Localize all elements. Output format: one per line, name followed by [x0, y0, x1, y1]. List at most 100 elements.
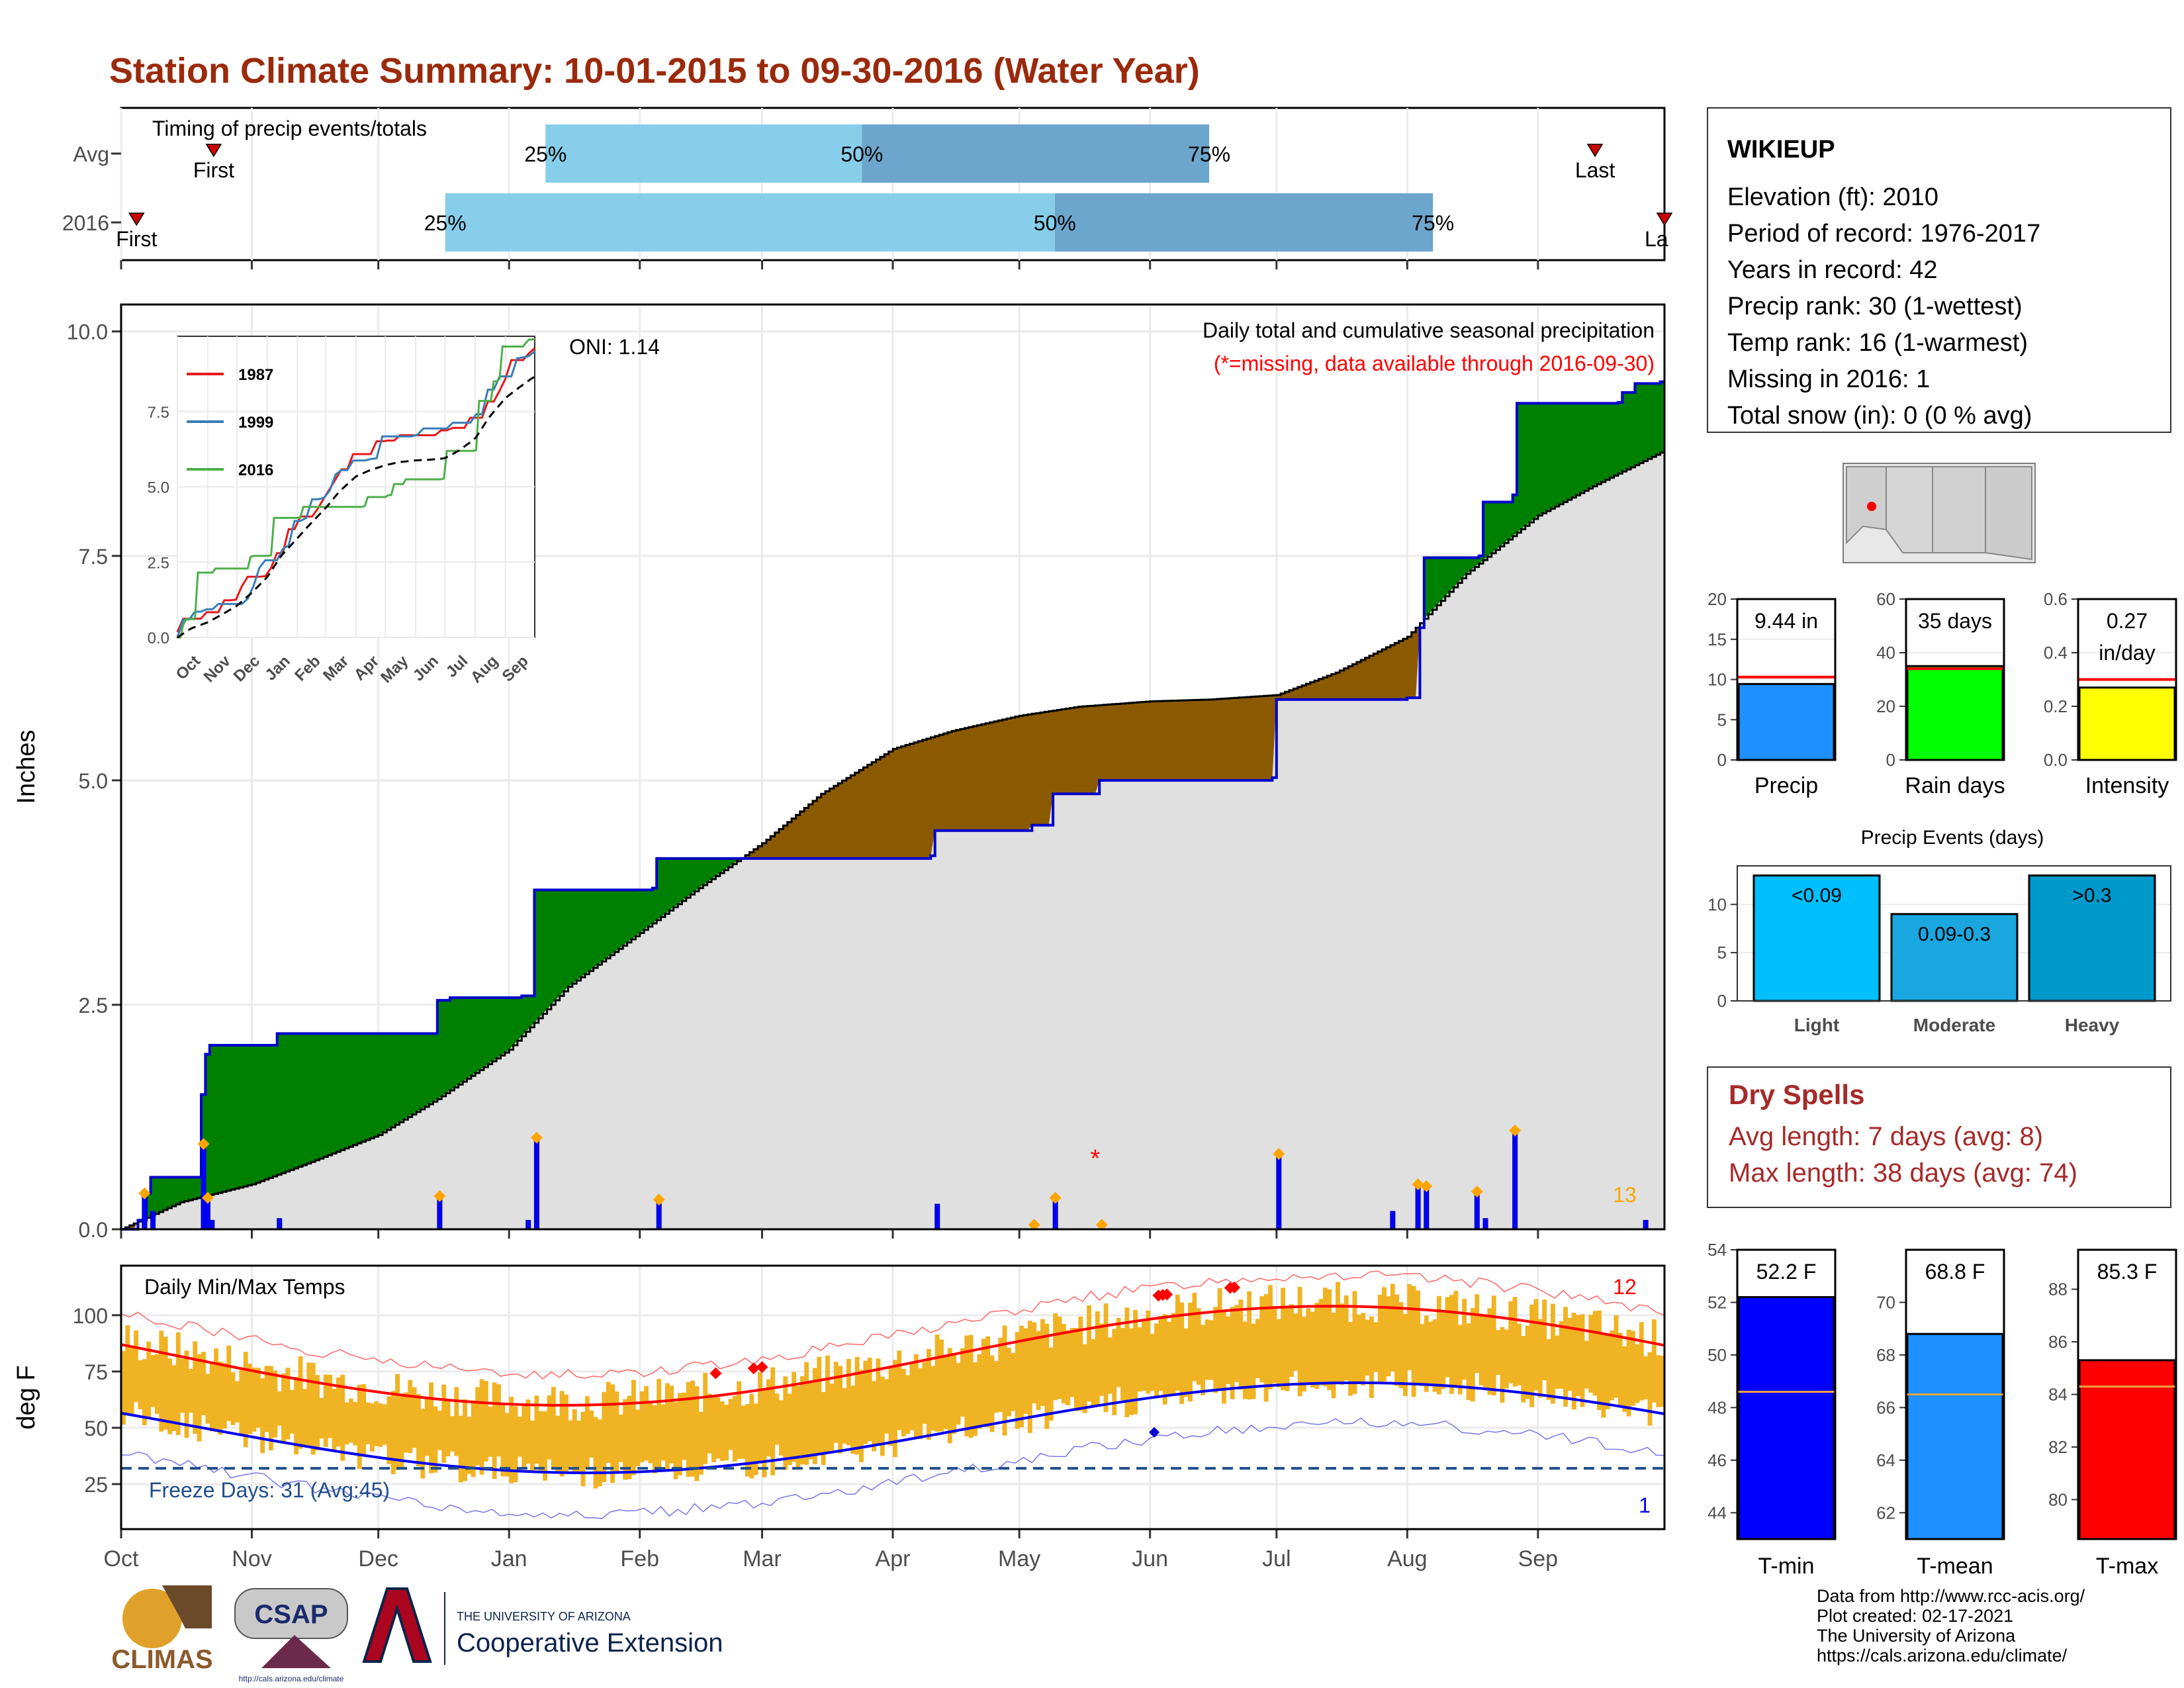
precip-above-normal-fill: [572, 890, 577, 984]
precip-below-normal-fill: [1082, 706, 1087, 794]
inset-legend-label: 1999: [238, 414, 273, 432]
precip-above-normal-fill: [657, 858, 662, 921]
climas-logo-text: CLIMAS: [111, 1645, 212, 1674]
precip-above-normal-fill: [631, 890, 636, 939]
daily-temp-range-bar: [218, 1362, 223, 1435]
precip-below-normal-fill: [1162, 700, 1167, 780]
daily-temp-range-bar: [188, 1369, 193, 1413]
daily-temp-range-bar: [264, 1366, 269, 1432]
precip-below-normal-fill: [799, 811, 805, 859]
station-info-line: Precip rank: 30 (1-wettest): [1727, 293, 2023, 320]
daily-temp-range-bar: [167, 1358, 172, 1434]
daily-temp-range-bar: [690, 1380, 696, 1477]
daily-temp-range-bar: [931, 1366, 936, 1430]
map-state-arizona: [1886, 466, 1933, 553]
precip-below-normal-fill: [1394, 643, 1400, 700]
daily-temp-range-bar: [660, 1404, 666, 1461]
daily-temp-range-bar: [547, 1395, 552, 1460]
temp-summary-tick-label: 88: [2048, 1280, 2068, 1299]
precip-above-normal-fill: [732, 858, 737, 865]
daily-temp-range-bar: [985, 1336, 991, 1428]
month-axis-label: Jun: [1132, 1546, 1168, 1571]
daily-temp-range-bar: [336, 1377, 341, 1447]
precip-below-normal-fill: [770, 836, 776, 859]
footer-credit-line: https://cals.arizona.edu/climate/: [1817, 1646, 2068, 1665]
daily-temp-range-bar: [1146, 1310, 1151, 1394]
daily-temp-range-bar: [463, 1399, 467, 1481]
precip-below-normal-fill: [1179, 700, 1185, 780]
temp-summary-tick-label: 86: [2048, 1332, 2068, 1352]
precip-above-normal-fill: [218, 1045, 223, 1193]
precip-below-normal-fill: [1230, 698, 1235, 780]
daily-precip-bar: [1415, 1184, 1421, 1230]
daily-temp-range-bar: [332, 1389, 337, 1452]
precip-above-normal-fill: [433, 1033, 438, 1102]
daily-temp-range-bar: [1318, 1299, 1324, 1385]
temp-summary-tick-label: 50: [1707, 1345, 1727, 1365]
daily-temp-range-bar: [623, 1399, 628, 1480]
precip-above-normal-fill: [543, 890, 548, 1014]
precip-below-normal-fill: [985, 723, 991, 831]
precip-below-normal-fill: [977, 725, 982, 831]
daily-temp-range-bar: [500, 1404, 506, 1477]
daily-temp-range-bar: [1007, 1348, 1011, 1417]
daily-temp-range-bar: [374, 1401, 379, 1446]
precip-below-normal-fill: [1314, 680, 1320, 700]
temp-summary-frame: [1736, 1248, 1837, 1540]
dry-spells-box: [1707, 1066, 2171, 1208]
precip-above-normal-fill: [1647, 383, 1653, 459]
precip-below-normal-fill: [1167, 700, 1172, 780]
precip-below-normal-fill: [783, 825, 788, 859]
precip-above-normal-fill: [383, 1033, 388, 1133]
daily-temp-range-bar: [593, 1417, 598, 1489]
precip-below-normal-fill: [1238, 697, 1244, 780]
precip-above-normal-fill: [424, 1033, 430, 1107]
daily-temp-range-bar: [1445, 1297, 1450, 1378]
daily-temp-range-bar: [1436, 1295, 1441, 1395]
daily-temp-range-bar: [1352, 1291, 1357, 1394]
daily-temp-range-bar: [230, 1372, 236, 1425]
precip-above-normal-fill: [1626, 392, 1631, 470]
precip-above-normal-fill: [1449, 557, 1455, 592]
precip-above-normal-fill: [273, 1045, 278, 1177]
daily-temp-range-bar: [753, 1403, 758, 1476]
precip-above-normal-fill: [627, 890, 632, 943]
daily-temp-range-bar: [631, 1380, 636, 1476]
precip-events-title: Precip Events (days): [1861, 827, 2044, 849]
record-high-marker: [1228, 1282, 1241, 1294]
inset-avg-line: [177, 376, 535, 639]
month-axis-label: May: [998, 1546, 1040, 1571]
daily-temp-range-bar: [551, 1387, 556, 1470]
precip-below-normal-fill: [1158, 701, 1163, 780]
precip-above-normal-fill: [395, 1033, 400, 1125]
precip-below-normal-fill: [918, 741, 923, 859]
daily-temp-range-bar: [876, 1358, 881, 1445]
precip-above-normal-fill: [146, 1193, 152, 1218]
precip-above-normal-fill: [1537, 403, 1543, 516]
precip-above-normal-fill: [357, 1033, 362, 1144]
daily-temp-range-bar: [1365, 1319, 1370, 1376]
daily-temp-range-bar: [399, 1396, 404, 1468]
daily-temp-range-bar: [1247, 1291, 1252, 1400]
daily-temp-range-bar: [1512, 1297, 1518, 1387]
precip-below-normal-fill: [1002, 719, 1007, 831]
daily-precip-record-marker: [201, 1192, 214, 1204]
precip-above-normal-fill: [724, 858, 729, 870]
precip-below-normal-fill: [1120, 703, 1126, 780]
daily-temp-range-bar: [1508, 1301, 1514, 1383]
daily-temp-range-bar: [1082, 1344, 1087, 1413]
precip-below-normal-fill: [1027, 714, 1032, 831]
daily-temp-range-bar: [792, 1372, 796, 1462]
precip-above-normal-fill: [463, 998, 468, 1082]
precip-event-category: Moderate: [1913, 1015, 1995, 1035]
daily-temp-range-bar: [121, 1351, 126, 1425]
precip-above-normal-fill: [580, 890, 586, 978]
daily-temp-range-bar: [1491, 1295, 1496, 1396]
precip-above-normal-fill: [635, 890, 641, 937]
station-info-line: Total snow (in): 0 (0 % avg): [1727, 402, 2032, 430]
precip-above-normal-fill: [205, 1054, 210, 1196]
daily-temp-range-bar: [1107, 1337, 1113, 1394]
precip-above-normal-fill: [1588, 403, 1594, 489]
timing-bar-25-50: [445, 193, 1055, 252]
daily-temp-range-bar: [1660, 1355, 1665, 1407]
